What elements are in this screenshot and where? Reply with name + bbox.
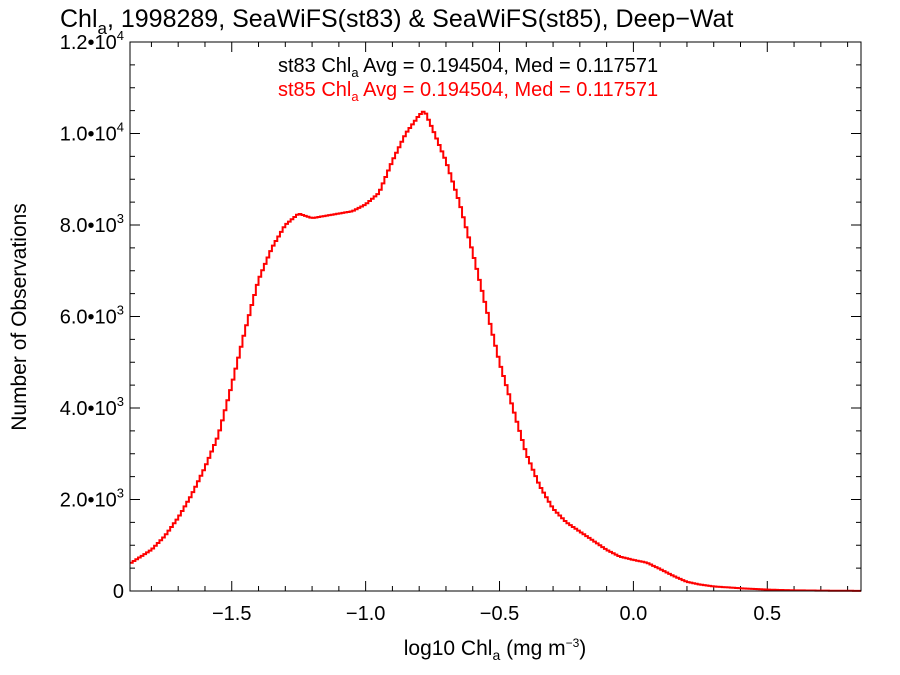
x-tick-label: −1.5 [212,603,251,625]
x-axis-ticks: −1.5 −1.0 −0.5 0.0 0.5 [150,42,849,625]
svg-text:Chla, 1998289, SeaWiFS(st83) &: Chla, 1998289, SeaWiFS(st83) & SeaWiFS(s… [60,5,733,38]
annotation-st85-prefix: st85 Chl [278,79,351,101]
annotation-st83: st83 Chla Avg = 0.194504, Med = 0.117571 [278,55,658,80]
annotation-st83-subscript: a [351,65,359,80]
chart-title: Chla, 1998289, SeaWiFS(st83) & SeaWiFS(s… [60,5,733,38]
plot-frame [129,41,862,592]
x-axis-label-superscript: −3 [566,636,580,650]
svg-text:st85 Chla Avg = 0.194504, Med: st85 Chla Avg = 0.194504, Med = 0.117571 [278,79,658,104]
y-axis-label: Number of Observations [8,203,31,431]
series-line-st85 [130,110,861,592]
y-tick-label: 2.0•103 [60,486,124,512]
title-prefix: Chl [60,5,98,33]
series-layer [130,110,861,592]
title-subscript: a [98,19,108,38]
title-rest: , 1998289, SeaWiFS(st83) & SeaWiFS(st85)… [107,5,733,33]
x-tick-label: −1.0 [346,603,385,625]
x-axis-label-prefix: log10 Chl [404,637,493,660]
svg-text:log10 Chla (mg m−3): log10 Chla (mg m−3) [404,636,587,663]
y-tick-label: 0 [113,581,124,603]
x-tick-label: −0.5 [480,603,519,625]
x-axis-label-mid: (mg m [500,637,565,660]
x-tick-label: 0.5 [753,603,781,625]
annotation-st85: st85 Chla Avg = 0.194504, Med = 0.117571 [278,79,658,104]
y-tick-label: 1.2•104 [60,28,124,54]
x-axis-label-end: ) [579,637,586,660]
annotation-st85-rest: Avg = 0.194504, Med = 0.117571 [359,79,659,101]
y-axis-ticks: 0 2.0•103 4.0•103 6.0•103 8.0•103 1.0•104 1.2•… [60,28,861,603]
y-tick-label: 6.0•103 [60,303,124,329]
x-tick-label: 0.0 [619,603,647,625]
annotation-st85-subscript: a [351,89,359,104]
annotation-st83-rest: Avg = 0.194504, Med = 0.117571 [359,55,659,77]
y-tick-label: 4.0•103 [60,394,124,420]
annotation-st83-prefix: st83 Chl [278,55,351,77]
x-axis-label-subscript: a [492,647,500,663]
svg-text:st83 Chla Avg = 0.194504, Med: st83 Chla Avg = 0.194504, Med = 0.117571 [278,55,658,80]
x-axis-label: log10 Chla (mg m−3) [404,636,587,663]
y-tick-label: 1.0•104 [60,120,124,146]
y-tick-label: 8.0•103 [60,211,124,237]
